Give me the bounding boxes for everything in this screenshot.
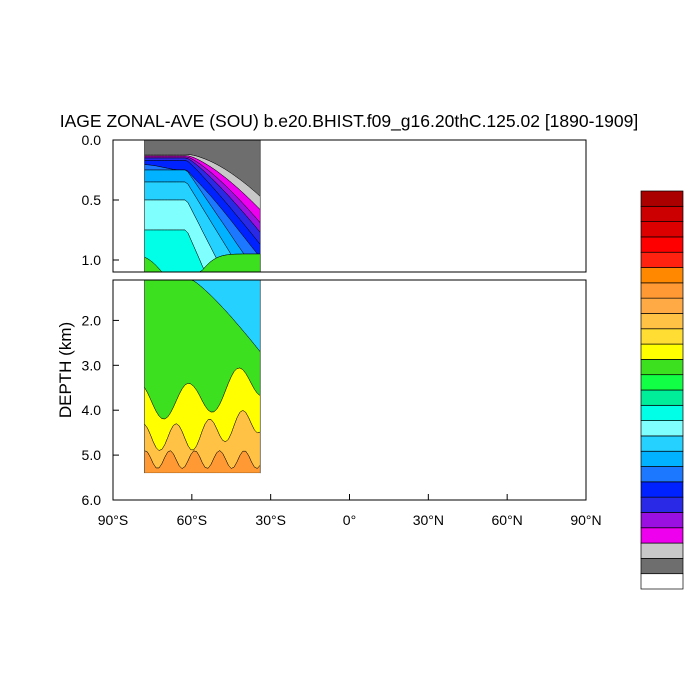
colorbar-swatch: [640, 221, 684, 238]
x-tick-label: 90°S: [98, 512, 129, 528]
colorbar-label: 5: [689, 374, 696, 389]
x-tick-label: 30°N: [413, 512, 444, 528]
colorbar-label: 5: [689, 355, 696, 370]
colorbar-swatch: [640, 359, 684, 376]
lower-panel-contours: [144, 280, 261, 500]
x-tick-label: 0°: [343, 512, 356, 528]
y-tick-label: 2.0: [82, 312, 102, 328]
colorbar-label: 4: [689, 392, 696, 407]
colorbar-swatch: [640, 466, 684, 483]
colorbar-label: 9: [689, 203, 696, 218]
colorbar-label: 2: [689, 487, 696, 502]
colorbar-swatch: [640, 512, 684, 529]
colorbar-swatch: [640, 481, 684, 498]
colorbar-swatch: [640, 205, 684, 222]
colorbar-swatch: [640, 420, 684, 437]
colorbar-swatch: [640, 542, 684, 559]
x-tick-label: 60°N: [492, 512, 523, 528]
y-tick-label: 0.5: [82, 192, 102, 208]
colorbar-swatch: [640, 558, 684, 575]
colorbar-label: 6: [689, 336, 696, 351]
y-tick-label: 0.0: [82, 132, 102, 148]
seafloor-mask: [144, 473, 261, 500]
colorbar-label: 1: [689, 525, 696, 540]
x-axis: 90°S 60°S 30°S 0° 30°N 60°N 90°N: [98, 494, 602, 528]
upper-panel-frame: [112, 139, 587, 273]
x-tick-label: 60°S: [177, 512, 208, 528]
colorbar-label: 7: [689, 298, 696, 313]
colorbar-label: 1: [689, 184, 696, 199]
colorbar-swatch: [640, 435, 684, 452]
colorbar-label: 9: [689, 222, 696, 237]
colorbar-swatch: [640, 450, 684, 467]
colorbar-label: 1: [689, 506, 696, 521]
colorbar-swatch: [640, 282, 684, 299]
colorbar-swatch: [640, 267, 684, 284]
y-tick-label: 1.0: [82, 252, 102, 268]
colorbar-swatch: [640, 313, 684, 330]
x-tick-label: 30°S: [255, 512, 286, 528]
colorbar-label: 3: [689, 430, 696, 445]
upper-panel-contours: [144, 140, 261, 272]
colorbar-swatch: [640, 573, 684, 590]
colorbar-swatch: [640, 328, 684, 345]
y-tick-label: 3.0: [82, 357, 102, 373]
colorbar-swatch: [640, 251, 684, 268]
colorbar-label: 6: [689, 317, 696, 332]
y-tick-label: 4.0: [82, 402, 102, 418]
colorbar-label: 0: [689, 563, 696, 578]
colorbar-label: 8: [689, 241, 696, 256]
y-axis-label: DEPTH (km): [56, 322, 75, 418]
colorbar-swatch: [640, 236, 684, 253]
colorbar-label: 7: [689, 279, 696, 294]
upper-y-axis: 0.0 0.5 1.0: [82, 132, 119, 268]
colorbar-label: 2: [689, 468, 696, 483]
contour-band: [144, 280, 261, 353]
colorbar: 0 5 1 1 2 2 3 3 4 4 5 5 6 6 7 7 8 8 9 9 1: [640, 184, 696, 590]
x-tick-label: 90°N: [570, 512, 601, 528]
y-tick-label: 6.0: [82, 492, 102, 508]
colorbar-label: 4: [689, 411, 696, 426]
lower-y-axis: 2.0 3.0 4.0 5.0 6.0: [82, 312, 119, 508]
colorbar-swatch: [640, 297, 684, 314]
colorbar-label: 8: [689, 260, 696, 275]
contour-band: [144, 253, 261, 272]
chart-title: IAGE ZONAL-AVE (SOU) b.e20.BHIST.f09_g16…: [60, 111, 638, 132]
colorbar-swatch: [640, 190, 684, 207]
colorbar-swatch: [640, 404, 684, 421]
colorbar-label: 3: [689, 449, 696, 464]
colorbar-swatch: [640, 389, 684, 406]
colorbar-swatch: [640, 496, 684, 513]
colorbar-swatch: [640, 343, 684, 360]
colorbar-label: 5: [689, 544, 696, 559]
y-tick-label: 5.0: [82, 447, 102, 463]
colorbar-swatch: [640, 374, 684, 391]
colorbar-swatch: [640, 527, 684, 544]
